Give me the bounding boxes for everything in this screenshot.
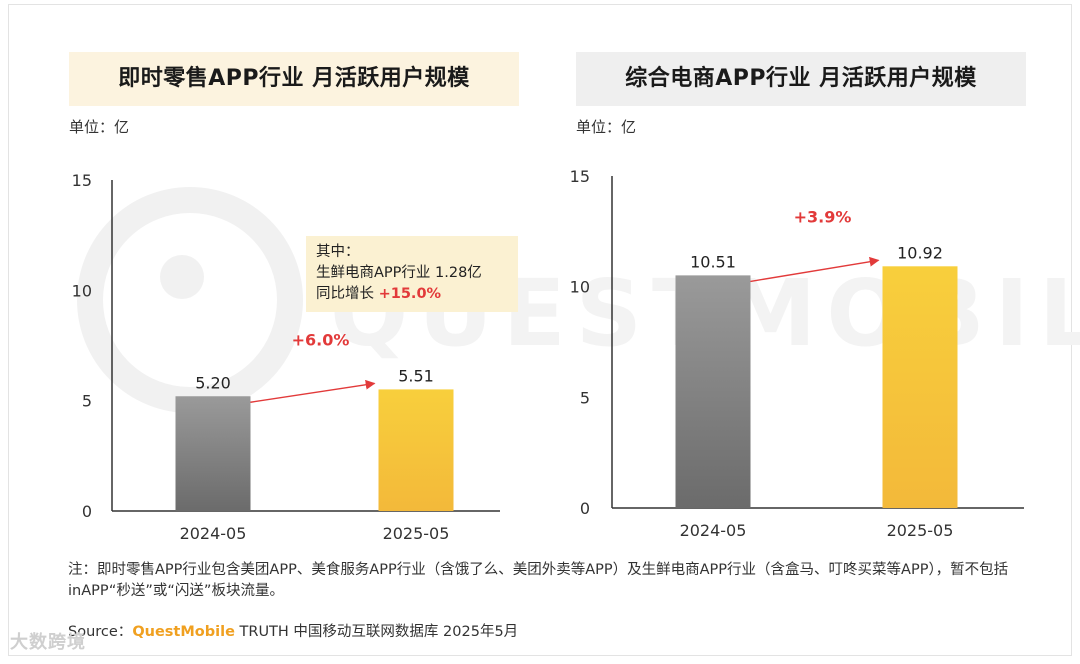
callout-line3-prefix: 同比增长 (316, 286, 379, 302)
bar-2024-05 (175, 396, 251, 511)
bar-2024-05 (675, 275, 751, 508)
growth-label: +6.0% (292, 330, 350, 349)
x-tick-label: 2024-05 (180, 524, 247, 543)
data-label: 10.51 (690, 252, 736, 271)
y-tick-label: 0 (82, 502, 92, 521)
y-tick-label: 15 (72, 171, 92, 190)
x-tick-label: 2025-05 (887, 521, 954, 540)
growth-arrow (750, 256, 880, 283)
source-prefix: Source： (68, 624, 133, 640)
y-tick-label: 5 (82, 392, 92, 411)
right-chart-title: 综合电商APP行业 月活跃用户规模 (576, 52, 1026, 106)
right-unit-label: 单位：亿 (576, 118, 637, 136)
left-chart-title: 即时零售APP行业 月活跃用户规模 (69, 52, 519, 106)
x-tick-label: 2024-05 (680, 521, 747, 540)
callout-line3: 同比增长 +15.0% (316, 284, 508, 305)
callout-growth-value: +15.0% (378, 286, 442, 302)
source-suffix: TRUTH 中国移动互联网数据库 2025年5月 (234, 624, 519, 640)
callout-box: 其中： 生鲜电商APP行业 1.28亿 同比增长 +15.0% (306, 236, 518, 312)
data-label: 10.92 (897, 243, 943, 262)
bar-2025-05 (882, 266, 958, 508)
bar-2025-05 (378, 389, 454, 511)
growth-arrow (250, 379, 376, 403)
data-label: 5.20 (195, 373, 231, 392)
callout-line2: 生鲜电商APP行业 1.28亿 (316, 265, 482, 281)
source-line: Source：QuestMobile TRUTH 中国移动互联网数据库 2025… (68, 620, 518, 641)
y-tick-label: 0 (580, 499, 590, 518)
footnote: 注：即时零售APP行业包含美团APP、美食服务APP行业（含饿了么、美团外卖等A… (68, 562, 1009, 599)
corner-brand: 大数跨境 (10, 632, 86, 653)
y-tick-label: 5 (580, 388, 590, 407)
x-tick-label: 2025-05 (383, 524, 450, 543)
callout-line1: 其中： (316, 244, 360, 260)
y-tick-label: 15 (570, 167, 590, 186)
source-brand: QuestMobile (132, 624, 235, 640)
y-tick-label: 10 (72, 281, 92, 300)
growth-label: +3.9% (794, 207, 852, 226)
y-tick-label: 10 (570, 278, 590, 297)
data-label: 5.51 (398, 366, 434, 385)
left-unit-label: 单位：亿 (69, 118, 130, 136)
